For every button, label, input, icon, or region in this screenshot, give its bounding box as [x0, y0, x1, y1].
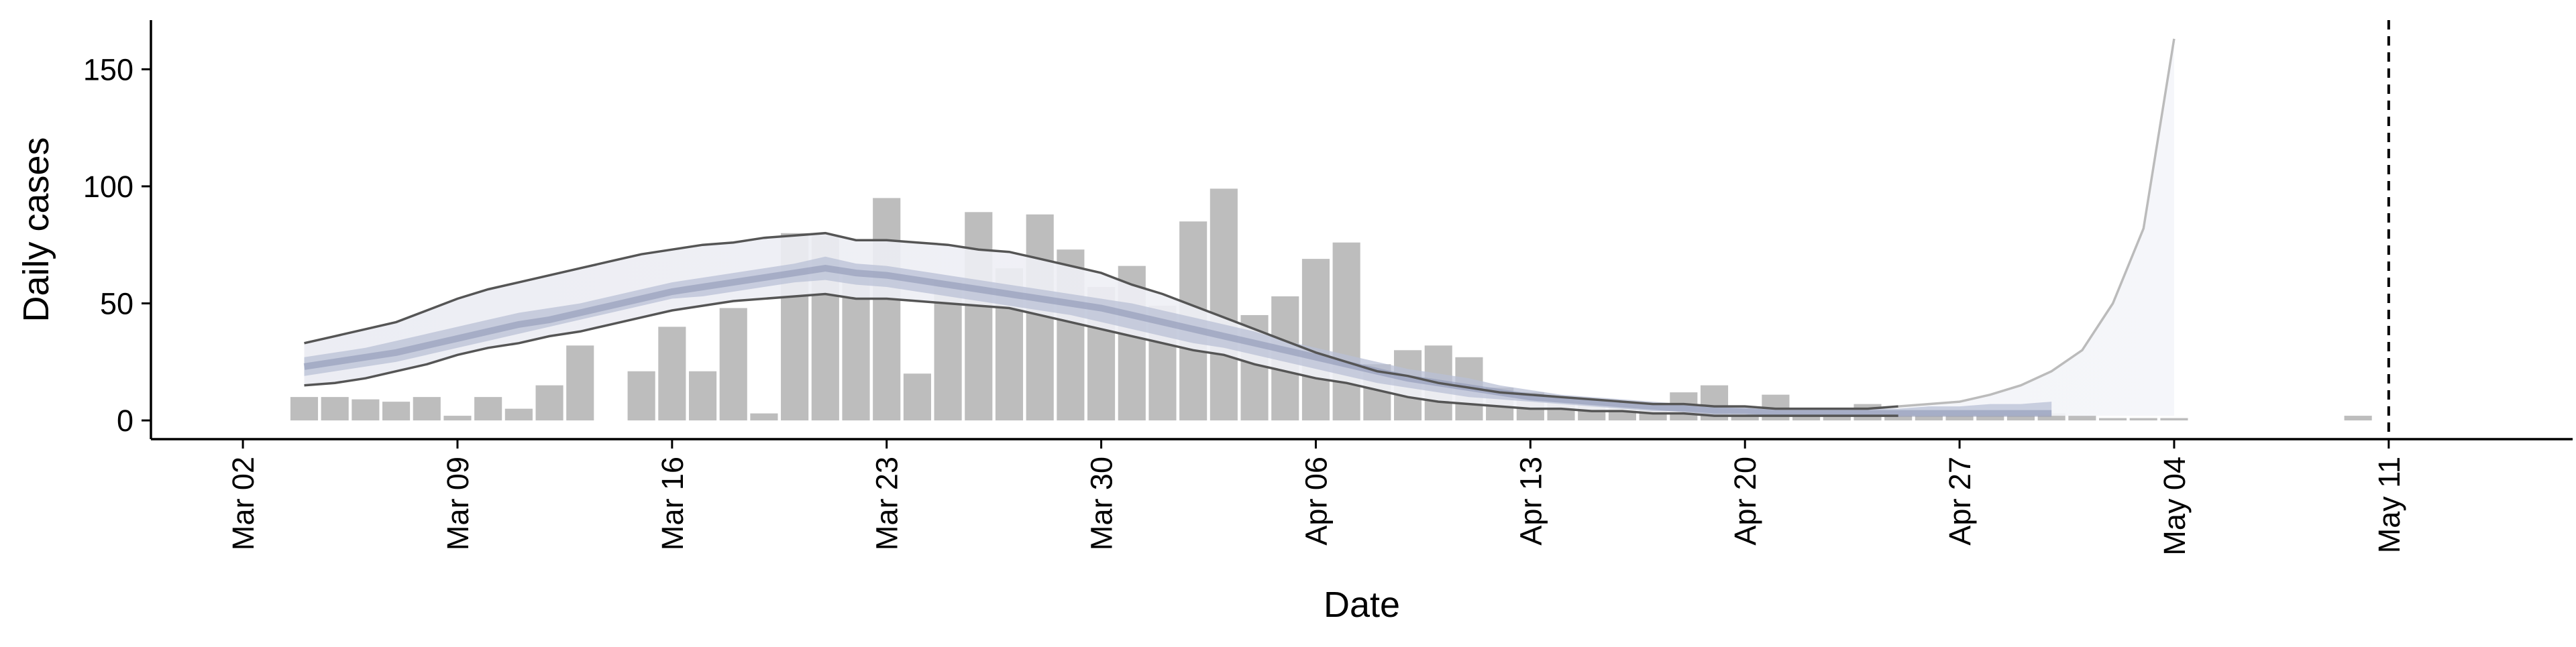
x-tick-label: Apr 13	[1513, 457, 1548, 546]
median-estimate-line	[303, 265, 2052, 417]
upper-bound-line	[304, 231, 1898, 410]
bar	[2160, 418, 2188, 421]
y-axis-title: Daily cases	[16, 137, 56, 322]
x-tick-label: May 11	[2372, 457, 2406, 553]
bar	[382, 402, 411, 421]
x-tick-label: Mar 02	[226, 457, 260, 550]
projected-upper-bound-line	[1898, 38, 2176, 408]
bar	[1210, 188, 1238, 421]
bar	[1915, 416, 1943, 421]
bar	[2098, 418, 2127, 421]
bar	[2129, 418, 2157, 421]
bar	[903, 373, 931, 421]
y-tick-label: 50	[100, 286, 133, 320]
x-axis-title: Date	[1324, 585, 1400, 625]
x-tick-label: Mar 23	[870, 457, 904, 550]
bar	[658, 327, 686, 421]
axes-layer: 0 50 100 150 Mar 02 Mar 09 Mar 16 Mar 23 Mar 30 A…	[83, 20, 2573, 556]
x-tick-label: Mar 16	[655, 457, 690, 550]
bar	[2068, 416, 2096, 421]
bar	[352, 399, 380, 421]
bar	[1976, 416, 2004, 421]
bar	[1332, 242, 1360, 421]
x-tick-label: Apr 20	[1728, 457, 1762, 546]
lower-bound-line	[304, 292, 1898, 417]
bar	[474, 397, 502, 421]
x-tick-label: Apr 06	[1299, 457, 1333, 546]
bar	[688, 371, 717, 421]
bar	[321, 397, 349, 421]
estimate-bands-layer	[303, 38, 2176, 417]
x-tick-label: Mar 09	[441, 457, 475, 550]
bar	[750, 413, 778, 421]
bar	[504, 408, 533, 421]
x-tick-label: Apr 27	[1943, 457, 1977, 546]
x-tick-label: Mar 30	[1085, 457, 1119, 550]
bar	[719, 308, 747, 421]
y-tick-label: 0	[117, 404, 133, 438]
bar	[2006, 416, 2035, 421]
bar	[2037, 413, 2065, 421]
bar	[413, 397, 441, 421]
x-tick-label: May 04	[2157, 457, 2192, 556]
inner-interval-band	[304, 256, 2052, 416]
bar	[1301, 259, 1330, 421]
y-tick-label: 150	[83, 52, 133, 86]
bar	[443, 416, 472, 421]
bar	[965, 212, 993, 421]
bar	[873, 198, 901, 421]
bar	[2344, 416, 2372, 421]
bar	[535, 385, 564, 421]
bar	[627, 371, 655, 421]
y-tick-label: 100	[83, 170, 133, 204]
bar	[1945, 416, 1974, 421]
bar	[566, 345, 594, 421]
bar	[290, 397, 319, 421]
